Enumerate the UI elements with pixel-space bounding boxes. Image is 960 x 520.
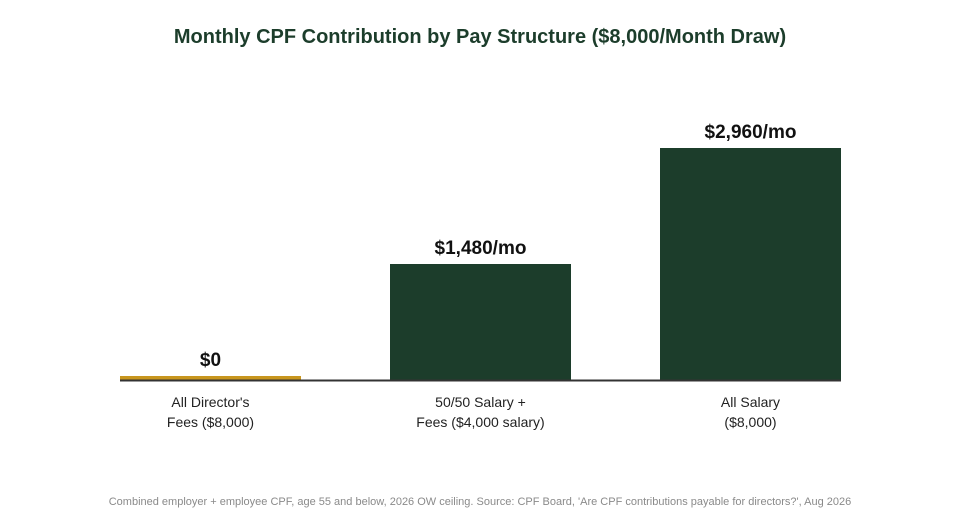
x-tick-labels-layer: All Director's Fees ($8,000) 50/50 Salary … (167, 394, 780, 430)
chart-title: Monthly CPF Contribution by Pay Structur… (173, 26, 787, 48)
data-label-1: $1,480/mo (435, 238, 527, 259)
x-tick-label-2-line-1: ($8,000) (724, 414, 776, 430)
data-label-2: $2,960/mo (705, 122, 797, 143)
x-tick-label-1-line-0: 50/50 Salary + (435, 394, 526, 410)
x-tick-label-1-line-1: Fees ($4,000 salary) (416, 414, 544, 430)
x-tick-label-2-line-0: All Salary (721, 394, 780, 410)
x-tick-label-0-line-1: Fees ($8,000) (167, 414, 254, 430)
bars-layer (120, 148, 841, 380)
x-tick-label-0-line-0: All Director's (171, 394, 249, 410)
data-labels-layer: $0 $1,480/mo $2,960/mo (200, 122, 797, 371)
bar-0 (120, 376, 301, 380)
bar-2 (660, 148, 841, 380)
bar-1 (390, 264, 571, 380)
data-label-0: $0 (200, 350, 221, 371)
source-note: Combined employer + employee CPF, age 55… (108, 496, 852, 508)
